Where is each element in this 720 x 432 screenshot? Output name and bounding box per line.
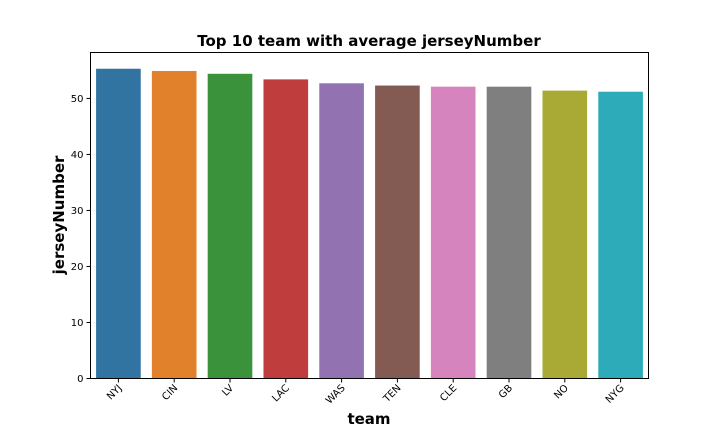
y-tick-label: 0 [77,374,83,385]
plot-area-frame [90,52,649,379]
y-tick-label: 30 [71,206,84,217]
y-tick-label: 40 [71,150,84,161]
bar-no [542,90,588,379]
bar-was [319,83,364,379]
chart-title: Top 10 team with average jerseyNumber [197,32,541,50]
bars-group [96,68,643,379]
bar-lv [207,73,253,379]
y-axis-ticks: 0 10 20 30 40 50 [71,94,91,385]
bar-lac [263,79,309,379]
x-axis-label: team [347,410,390,428]
y-tick-label: 10 [71,318,84,329]
bar-ten [375,85,420,379]
bar-nyj [96,68,141,379]
bar-cle [430,86,476,379]
bar-nyg [598,91,643,379]
bar-gb [486,86,532,379]
y-tick-label: 50 [71,94,84,105]
y-tick-label: 20 [71,262,84,273]
y-axis-label: jerseyNumber [50,155,68,275]
bar-cin [151,70,197,379]
